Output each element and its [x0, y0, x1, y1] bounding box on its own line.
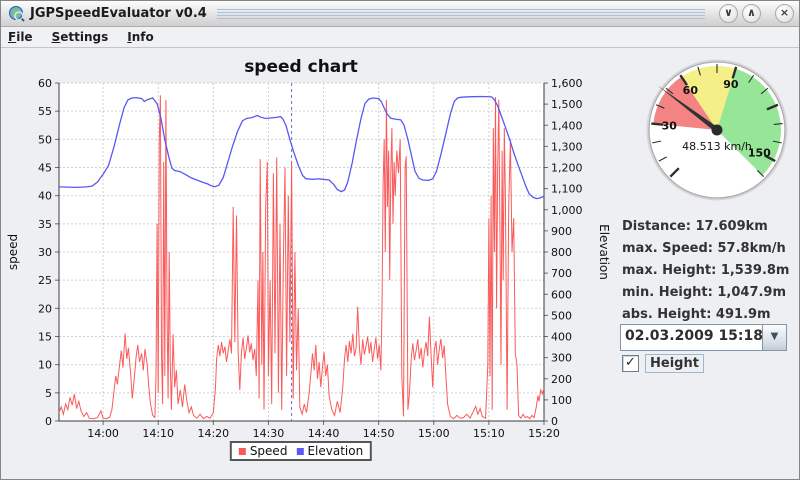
stat-line: max. Height: 1,539.8m: [622, 263, 790, 278]
legend-swatch: [296, 447, 304, 455]
combobox-dropdown-button[interactable]: ▼: [762, 325, 786, 350]
right-axis-tick-label: 1,600: [551, 77, 583, 90]
left-axis-tick-label: 20: [38, 302, 52, 315]
elevation-series-line: [58, 95, 545, 200]
menu-bar: File Settings Info: [1, 27, 799, 48]
legend-label: Elevation: [307, 444, 364, 458]
menu-item-settings[interactable]: Settings: [51, 30, 109, 44]
left-axis-tick-label: 50: [38, 133, 52, 146]
right-axis-tick-label: 1,400: [551, 119, 583, 132]
stat-line: abs. Height: 491.9m: [622, 307, 771, 322]
app-icon: [9, 6, 25, 22]
left-axis-title: speed: [6, 234, 20, 270]
x-axis-tick-label: 14:20: [197, 427, 229, 440]
right-axis-tick-label: 800: [551, 246, 572, 259]
gauge-needle-hub: [711, 124, 723, 136]
minimize-button[interactable]: ∨: [719, 4, 738, 23]
stats-panel: Distance: 17.609km max. Speed: 57.8km/h ma…: [622, 216, 789, 326]
date-time-value: 02.03.2009 15:18:25: [625, 328, 762, 344]
speed-chart: speed chart speed Elevation 0 5 10 15 20 25 30 35 4…: [6, 57, 611, 440]
x-axis-tick-label: 15:20: [528, 427, 560, 440]
left-axis-tick-label: 25: [38, 274, 52, 287]
title-bar: JGPSpeedEvaluator v0.4 ∨ ∧ ×: [1, 1, 799, 27]
menu-item-file[interactable]: File: [8, 30, 33, 44]
right-axis-tick-label: 1,500: [551, 98, 583, 111]
x-axis-tick-label: 15:10: [473, 427, 505, 440]
right-axis-tick-label: 1,300: [551, 140, 583, 153]
close-button[interactable]: ×: [775, 4, 794, 23]
gauge-needle: [657, 85, 719, 133]
height-checkbox[interactable]: ✓: [622, 355, 639, 372]
speed-series-line: [58, 95, 545, 420]
left-axis-tick-label: 30: [38, 246, 52, 259]
legend-label: Speed: [249, 444, 288, 458]
left-axis-tick-label: 60: [38, 77, 52, 90]
gauge-outer-rim: [646, 59, 788, 201]
right-axis-tick-label: 100: [551, 394, 572, 407]
left-axis-tick-label: 45: [38, 162, 52, 175]
main-content: speed chart speed Elevation 0 5 10 15 20 25 30 35 4…: [1, 48, 799, 479]
stat-line: max. Speed: 57.8km/h: [622, 241, 786, 256]
right-axis-tick-label: 1,200: [551, 162, 583, 175]
right-axis-tick-label: 1,100: [551, 183, 583, 196]
left-axis-tick-label: 55: [38, 105, 52, 118]
right-axis-tick-label: 700: [551, 267, 572, 280]
gauge-sector: [681, 66, 736, 130]
stat-line: min. Height: 1,047.9m: [622, 285, 787, 300]
gauge-value-label: 48.513 km/h: [682, 140, 752, 153]
gauge-scale-label: 60: [683, 84, 699, 97]
gauge-scale-label: 150: [748, 147, 771, 160]
left-axis-tick-label: 0: [45, 415, 52, 428]
height-checkbox-label[interactable]: Height: [645, 354, 704, 373]
left-axis-tick-label: 35: [38, 218, 52, 231]
gauge-scale-label: 90: [723, 78, 739, 91]
gauge-ticks: [651, 64, 783, 178]
right-axis-tick-label: 500: [551, 309, 572, 322]
height-toggle-row: ✓ Height: [622, 354, 704, 373]
titlebar-stripes: [216, 9, 705, 20]
legend-swatch: [238, 447, 246, 455]
right-axis-tick-label: 600: [551, 288, 572, 301]
right-axis-tick-label: 900: [551, 225, 572, 238]
date-time-combobox[interactable]: 02.03.2009 15:18:25 ▼: [620, 324, 787, 351]
right-axis-tick-label: 1,000: [551, 204, 583, 217]
x-axis-tick-label: 15:00: [418, 427, 450, 440]
x-axis-tick-label: 14:40: [308, 427, 340, 440]
x-axis-tick-label: 14:30: [253, 427, 285, 440]
chevron-down-icon: ▼: [770, 331, 779, 342]
axis-lines: [58, 83, 545, 422]
axis-ticks: [55, 82, 548, 425]
x-axis-tick-label: 14:10: [142, 427, 174, 440]
right-axis-title: Elevation: [597, 224, 611, 280]
right-axis-tick-label: 0: [551, 415, 558, 428]
right-axis-tick-label: 200: [551, 373, 572, 386]
menu-item-info[interactable]: Info: [127, 30, 154, 44]
gauge-scale-label: 30: [662, 119, 678, 132]
right-axis-tick-label: 400: [551, 331, 572, 344]
stat-line: Distance: 17.609km: [622, 219, 768, 234]
maximize-button[interactable]: ∧: [742, 4, 761, 23]
x-axis-tick-label: 14:00: [87, 427, 119, 440]
check-icon: ✓: [625, 355, 636, 370]
left-axis-tick-label: 5: [45, 387, 52, 400]
left-axis-tick-label: 40: [38, 190, 52, 203]
chart-title: speed chart: [244, 57, 358, 77]
x-axis-tick-label: 14:50: [363, 427, 395, 440]
chart-legend: Speed Elevation: [229, 441, 373, 461]
left-axis-tick-label: 15: [38, 331, 52, 344]
gauge-sector: [717, 68, 781, 176]
right-axis-tick-label: 300: [551, 352, 572, 365]
left-axis-tick-label: 10: [38, 359, 52, 372]
legend-item-speed: Speed: [238, 444, 288, 458]
window-title: JGPSpeedEvaluator v0.4: [30, 6, 207, 21]
legend-item-elevation: Elevation: [296, 444, 363, 458]
